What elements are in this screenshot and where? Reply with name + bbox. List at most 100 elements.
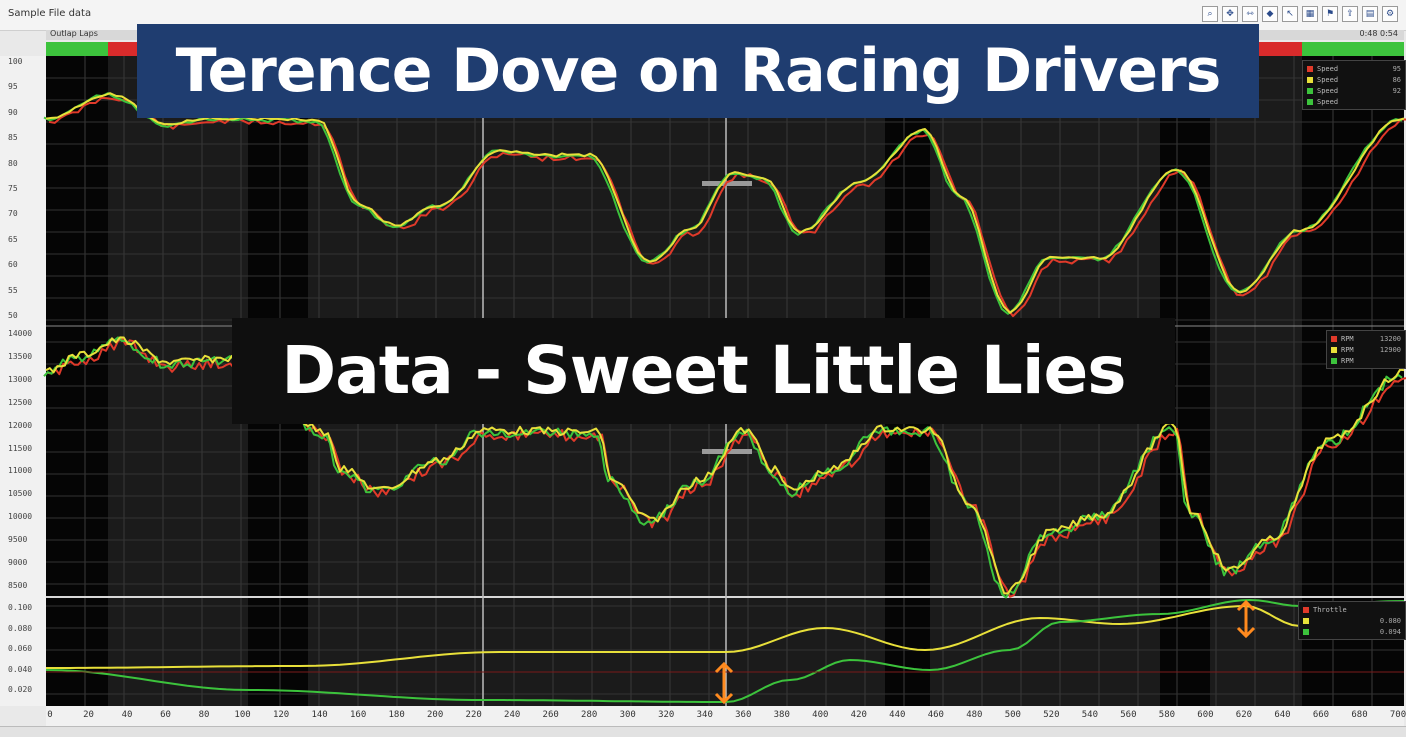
flag-icon[interactable]: ⚑ (1322, 6, 1338, 22)
x-tick-label: 400 (812, 710, 829, 720)
x-tick-label: 320 (658, 710, 675, 720)
x-tick-label: 520 (1043, 710, 1060, 720)
toolbar: ⌕ ✥ ⇿ ◆ ↖ ▦ ⚑ ⇪ ▤ ⚙ (1202, 6, 1398, 22)
y-tick-label: 11500 (8, 443, 33, 453)
legend-swatch (1307, 87, 1313, 94)
legend-swatch (1307, 65, 1313, 72)
y-tick-label: 90 (8, 107, 18, 117)
legend-row: RPM 13200 (1331, 333, 1401, 344)
y-tick-label: 0.020 (8, 685, 33, 694)
legend-value: 92 (1392, 86, 1401, 95)
x-tick-label: 100 (234, 710, 251, 720)
status-bar (0, 726, 1406, 737)
legend-swatch (1307, 98, 1313, 105)
x-tick-label: 280 (581, 710, 598, 720)
x-tick-label: 300 (619, 710, 636, 720)
legend-row: Speed 92 (1307, 85, 1401, 96)
legend-swatch (1303, 606, 1309, 613)
layout-icon[interactable]: ▦ (1302, 6, 1318, 22)
legend-label: Speed (1317, 97, 1339, 106)
legend-swatch (1331, 357, 1337, 364)
cursor-icon[interactable]: ↖ (1282, 6, 1298, 22)
legend-label: Speed (1317, 64, 1339, 73)
rpm-legend: RPM 13200 RPM 12900 RPM (1326, 330, 1406, 369)
x-tick-label: 460 (927, 710, 944, 720)
delta-arrow-icon (714, 661, 734, 705)
legend-row: Speed 95 (1307, 63, 1401, 74)
x-tick-label: 600 (1197, 710, 1214, 720)
x-tick-label: 220 (465, 710, 482, 720)
legend-row: Speed 86 (1307, 74, 1401, 85)
x-tick-label: 0 (47, 710, 53, 720)
x-tick-label: 500 (1004, 710, 1021, 720)
x-tick-label: 360 (735, 710, 752, 720)
legend-swatch (1331, 335, 1337, 342)
legend-label: RPM (1341, 334, 1354, 343)
legend-row: RPM (1331, 355, 1401, 366)
legend-swatch (1303, 617, 1309, 624)
y-tick-label: 80 (8, 158, 18, 168)
legend-row: 0.094 (1303, 626, 1401, 637)
y-tick-label: 0.080 (8, 623, 33, 633)
y-tick-label: 60 (8, 260, 18, 270)
y-tick-label: 10500 (8, 489, 33, 499)
sector-red-start (108, 42, 138, 56)
lap-strip-times: 0:48 0:54 (1359, 29, 1398, 38)
overlay-subtitle: Data - Sweet Little Lies (232, 318, 1175, 424)
legend-label: RPM (1341, 356, 1354, 365)
sector-green-start (46, 42, 108, 56)
x-tick-label: 200 (427, 710, 444, 720)
y-tick-label: 50 (8, 311, 18, 320)
settings-icon[interactable]: ⚙ (1382, 6, 1398, 22)
x-tick-label: 700 (1389, 710, 1406, 720)
y-tick-label: 9500 (8, 535, 28, 545)
y-tick-label: 100 (8, 57, 23, 66)
y-tick-label: 8500 (8, 581, 28, 590)
y-tick-label: 95 (8, 82, 18, 92)
x-tick-label: 60 (160, 710, 171, 720)
cursor-marker[interactable] (702, 449, 752, 454)
x-tick-label: 240 (504, 710, 521, 720)
speed-trace-yellow (45, 92, 1405, 314)
legend-label: RPM (1341, 345, 1354, 354)
x-tick-label: 620 (1235, 710, 1253, 720)
overlay-title: Terence Dove on Racing Drivers (137, 24, 1259, 118)
throttle-legend: Throttle 0.080 0.094 (1298, 601, 1406, 640)
marker-icon[interactable]: ◆ (1262, 6, 1278, 22)
lap-strip-label: Outlap Laps (50, 29, 98, 38)
x-tick-label: 160 (349, 710, 367, 720)
legend-label: Throttle (1313, 605, 1347, 614)
measure-icon[interactable]: ⇿ (1242, 6, 1258, 22)
x-tick-label: 680 (1351, 710, 1368, 720)
legend-value: 95 (1392, 64, 1401, 73)
x-tick-label: 660 (1312, 710, 1330, 720)
y-tick-label: 10000 (8, 512, 33, 522)
legend-row: 0.080 (1303, 615, 1401, 626)
zoom-icon[interactable]: ⌕ (1202, 6, 1218, 22)
x-tick-label: 140 (311, 710, 328, 720)
export-icon[interactable]: ⇪ (1342, 6, 1358, 22)
delta-arrow-icon (1236, 599, 1256, 639)
legend-row: Throttle (1303, 604, 1401, 615)
legend-label: Speed (1317, 75, 1339, 84)
x-tick-label: 540 (1081, 710, 1099, 720)
x-tick-label: 580 (1158, 710, 1176, 720)
y-tick-label: 0.040 (8, 664, 33, 674)
x-tick-label: 640 (1274, 710, 1291, 720)
x-tick-label: 560 (1120, 710, 1137, 720)
y-tick-label: 9000 (8, 558, 28, 568)
legend-value: 86 (1392, 75, 1401, 84)
y-tick-label: 14000 (8, 329, 33, 338)
pan-icon[interactable]: ✥ (1222, 6, 1238, 22)
y-tick-label: 55 (8, 285, 18, 295)
chart-icon[interactable]: ▤ (1362, 6, 1378, 22)
x-tick-label: 380 (773, 710, 790, 720)
legend-label: Speed (1317, 86, 1339, 95)
legend-swatch (1307, 76, 1313, 83)
legend-row: RPM 12900 (1331, 344, 1401, 355)
sector-red-end (1258, 42, 1302, 56)
y-tick-label: 85 (8, 133, 18, 143)
legend-value: 12900 (1379, 345, 1401, 354)
